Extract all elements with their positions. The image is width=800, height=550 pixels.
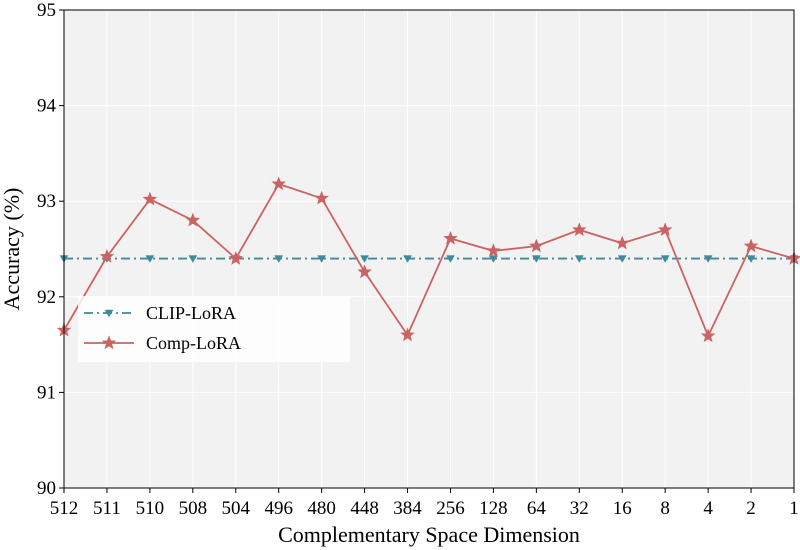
x-tick-label: 496	[264, 498, 293, 519]
x-tick-label: 508	[179, 498, 208, 519]
x-tick-label: 448	[350, 498, 379, 519]
plot-background	[64, 10, 794, 488]
y-axis-title: Accuracy (%)	[0, 188, 24, 311]
data-point-comp-lora	[657, 222, 673, 237]
data-point-comp-lora	[99, 249, 115, 263]
data-point-comp-lora	[700, 328, 716, 343]
y-tick-label: 94	[37, 96, 57, 117]
data-point-clip-lora	[746, 255, 756, 263]
y-axis-ticks: 90 91 92 93 94 95	[37, 0, 64, 499]
legend-label-comp-lora: Comp-LoRA	[146, 333, 241, 353]
data-point-comp-lora	[400, 327, 415, 342]
x-tick-label: 512	[50, 498, 79, 519]
x-axis-ticks: 512 511 510 508 504 496 480 448 384 256 128 64 32 16 8…	[50, 488, 799, 519]
data-point-clip-lora	[188, 255, 198, 263]
x-tick-label: 480	[307, 498, 336, 519]
y-tick-label: 93	[37, 191, 56, 212]
data-point-clip-lora	[703, 255, 713, 263]
legend-marker-shape	[104, 309, 114, 318]
data-point-clip-lora	[660, 255, 670, 263]
series-line-comp-lora	[63, 182, 795, 339]
x-tick-label: 64	[527, 498, 547, 519]
data-point-clip-lora	[360, 255, 370, 263]
data-point-comp-lora	[271, 176, 286, 191]
data-point-comp-lora	[185, 212, 201, 227]
x-tick-label: 511	[93, 498, 121, 519]
legend-marker-comp-lora	[101, 335, 117, 350]
x-tick-label: 2	[746, 498, 756, 519]
legend: CLIP-LoRA Comp-LoRA	[78, 296, 350, 362]
data-point-clip-lora	[403, 255, 412, 263]
x-tick-label: 256	[436, 498, 465, 519]
y-tick-label: 95	[37, 0, 56, 21]
legend-marker-shape	[101, 335, 117, 350]
data-point-comp-lora	[228, 250, 243, 265]
x-tick-label: 1	[789, 498, 799, 519]
data-point-comp-lora	[743, 238, 759, 253]
legend-box	[78, 296, 350, 362]
y-tick-label: 92	[37, 287, 56, 308]
data-point-comp-lora	[314, 190, 329, 205]
x-axis-title: Complementary Space Dimension	[278, 522, 580, 547]
data-point-comp-lora	[357, 264, 372, 279]
data-point-comp-lora	[572, 222, 587, 237]
data-point-clip-lora	[531, 255, 541, 263]
x-tick-label: 16	[613, 498, 632, 519]
x-tick-label: 128	[479, 498, 508, 519]
series-layer	[56, 176, 800, 343]
x-tick-label: 504	[222, 498, 251, 519]
legend-marker-clip-lora	[104, 309, 114, 318]
data-point-clip-lora	[274, 255, 284, 263]
plot-frame	[63, 9, 795, 489]
data-point-clip-lora	[145, 255, 155, 263]
data-point-clip-lora	[617, 255, 627, 263]
data-point-clip-lora	[488, 255, 498, 263]
data-point-clip-lora	[317, 255, 327, 263]
x-tick-label: 510	[136, 498, 165, 519]
data-point-clip-lora	[446, 255, 455, 263]
y-tick-label: 91	[37, 382, 56, 403]
data-point-comp-lora	[486, 243, 501, 258]
x-tick-label: 4	[703, 498, 713, 519]
x-tick-label: 8	[660, 498, 670, 519]
data-point-comp-lora	[529, 238, 544, 253]
data-point-comp-lora	[614, 235, 630, 250]
legend-label-clip-lora: CLIP-LoRA	[146, 303, 236, 323]
y-tick-label: 90	[37, 478, 56, 499]
data-point-clip-lora	[574, 255, 584, 263]
x-tick-label: 32	[570, 498, 589, 519]
data-point-comp-lora	[443, 230, 458, 245]
x-tick-label: 384	[393, 498, 422, 519]
data-point-comp-lora	[142, 191, 158, 206]
